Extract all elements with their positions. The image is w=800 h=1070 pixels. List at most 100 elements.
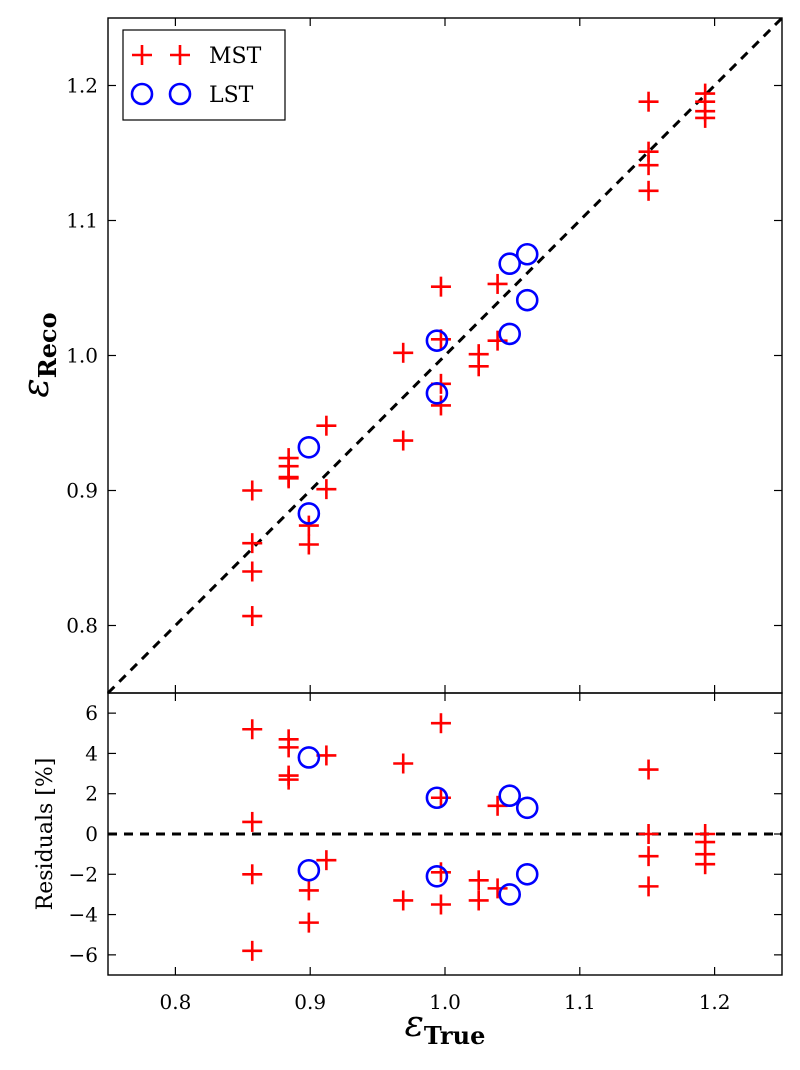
y-tick-label: −2 bbox=[69, 862, 98, 886]
mst-point bbox=[430, 276, 451, 297]
x-tick-label: 1.0 bbox=[429, 990, 461, 1014]
mst-point bbox=[695, 107, 716, 128]
y-tick-label: 1.2 bbox=[66, 74, 98, 98]
mst-point bbox=[298, 515, 319, 536]
legend-mst-label: MST bbox=[209, 44, 262, 69]
mst-point bbox=[468, 890, 489, 911]
mst-point bbox=[316, 415, 337, 436]
x-tick-label: 0.8 bbox=[159, 990, 191, 1014]
legend-mst-marker-1 bbox=[132, 45, 152, 65]
legend-box bbox=[122, 29, 286, 121]
mst-point bbox=[638, 824, 659, 844]
mst-point bbox=[242, 719, 263, 740]
lst-point bbox=[297, 435, 321, 459]
y-tick-label: 1.0 bbox=[66, 344, 98, 368]
mst-point bbox=[638, 155, 659, 176]
y-tick-label: 0.9 bbox=[66, 479, 98, 503]
residual-ticks: 0.8 0.9 1.0 1.1 1.2 −6 −4 −2 0 2 4 6 bbox=[69, 693, 782, 1014]
y-tick-label: −4 bbox=[69, 903, 98, 927]
mst-point bbox=[393, 890, 414, 911]
lst-point bbox=[498, 252, 522, 276]
svg-text:εReco: εReco bbox=[16, 312, 62, 397]
mst-point bbox=[242, 864, 263, 885]
legend-lst-marker-2 bbox=[168, 82, 192, 106]
mst-point bbox=[242, 561, 263, 582]
y-tick-label: 1.1 bbox=[66, 209, 98, 233]
mst-point bbox=[393, 342, 414, 363]
lst-point bbox=[425, 864, 449, 888]
lst-point bbox=[297, 502, 321, 525]
lst-point bbox=[297, 746, 321, 769]
y-tick-label: 2 bbox=[85, 782, 98, 806]
lst-point bbox=[498, 784, 522, 808]
legend-lst-label: LST bbox=[209, 83, 254, 108]
residual-points bbox=[242, 713, 716, 961]
y-tick-label: 6 bbox=[85, 701, 98, 725]
main-y-label-symbol: ε bbox=[16, 378, 57, 397]
mst-point bbox=[638, 876, 659, 897]
mst-point bbox=[430, 894, 451, 915]
x-tick-label: 1.2 bbox=[699, 990, 731, 1014]
x-label-symbol: ε bbox=[405, 1004, 424, 1045]
lst-point bbox=[297, 858, 321, 882]
mst-point bbox=[638, 846, 659, 867]
mst-point bbox=[242, 811, 263, 832]
mst-point bbox=[278, 737, 299, 758]
legend-mst-marker-2 bbox=[170, 45, 190, 65]
residual-y-label: Residuals [%] bbox=[33, 758, 58, 911]
main-panel: 0.8 0.9 1.0 1.1 1.2 MST LST εReco bbox=[16, 16, 784, 695]
svg-text:εTrue: εTrue bbox=[405, 1004, 486, 1050]
legend: MST LST bbox=[122, 29, 286, 121]
y-tick-label: 0 bbox=[85, 822, 98, 846]
mst-point bbox=[487, 878, 508, 899]
lst-point bbox=[515, 288, 539, 312]
mst-point bbox=[278, 468, 299, 489]
mst-point bbox=[638, 180, 659, 201]
mst-point bbox=[430, 862, 451, 883]
mst-point bbox=[298, 880, 319, 901]
x-axis-label: εTrue bbox=[405, 1004, 486, 1050]
mst-point bbox=[242, 940, 263, 961]
lst-point bbox=[425, 786, 449, 810]
x-tick-label: 1.1 bbox=[564, 990, 596, 1014]
lst-point bbox=[498, 883, 522, 906]
main-ticks: 0.8 0.9 1.0 1.1 1.2 bbox=[66, 18, 782, 693]
main-points bbox=[242, 83, 716, 627]
lst-point bbox=[515, 862, 539, 886]
lst-point bbox=[515, 796, 539, 820]
mst-point bbox=[430, 713, 451, 734]
lst-point bbox=[515, 242, 539, 266]
mst-point bbox=[316, 850, 337, 871]
mst-point bbox=[695, 854, 716, 875]
lst-point bbox=[498, 322, 522, 346]
mst-point bbox=[393, 430, 414, 451]
mst-point bbox=[298, 534, 319, 555]
mst-point bbox=[638, 91, 659, 112]
x-tick-label: 0.9 bbox=[294, 990, 326, 1014]
y-tick-label: 4 bbox=[85, 741, 98, 765]
mst-point bbox=[298, 912, 319, 933]
mst-point bbox=[468, 356, 489, 377]
mst-point bbox=[242, 606, 263, 627]
main-y-label-subscript: Reco bbox=[33, 312, 62, 378]
mst-point bbox=[393, 753, 414, 774]
mst-point bbox=[468, 870, 489, 891]
y-tick-label: −6 bbox=[69, 943, 98, 967]
x-label-subscript: True bbox=[424, 1021, 485, 1050]
mst-point bbox=[487, 273, 508, 294]
mst-point bbox=[278, 769, 299, 790]
main-y-label: εReco bbox=[16, 312, 62, 397]
lst-point bbox=[425, 329, 449, 352]
residual-axes-frame bbox=[107, 692, 783, 976]
mst-point bbox=[242, 533, 263, 554]
mst-point bbox=[242, 480, 263, 501]
mst-point bbox=[638, 759, 659, 780]
mst-point bbox=[316, 479, 337, 500]
mst-point bbox=[487, 330, 508, 351]
lst-point bbox=[425, 381, 449, 405]
legend-lst-marker-1 bbox=[130, 82, 154, 106]
mst-point bbox=[430, 395, 451, 416]
y-tick-label: 0.8 bbox=[66, 614, 98, 638]
